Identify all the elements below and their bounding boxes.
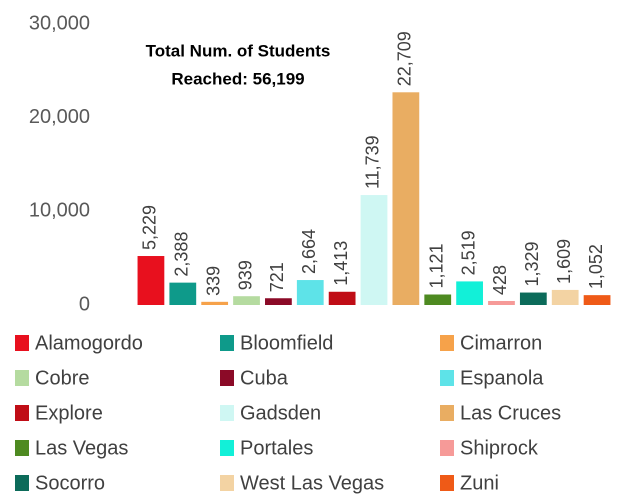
legend-swatch [440,405,454,421]
legend-label: Zuni [460,472,499,494]
legend-swatch [220,370,234,386]
annotation: Total Num. of Students [146,41,331,60]
legend-label: Gadsden [240,402,321,424]
value-label: 428 [490,265,510,295]
value-label: 2,519 [458,230,478,275]
legend-swatch [440,475,454,491]
value-label: 22,709 [395,31,415,86]
bar [137,256,165,305]
legend-swatch [440,440,454,456]
legend-label: Alamogordo [35,332,143,354]
legend-swatch [15,475,29,491]
legend-label: Cuba [240,367,289,389]
legend-swatch [220,335,234,351]
bar [169,282,197,305]
legend-swatch [220,440,234,456]
value-label: 2,664 [299,229,319,274]
y-tick-label: 20,000 [29,106,90,128]
value-label: 939 [235,260,255,290]
bar [456,281,483,305]
value-label: 1,052 [586,244,606,289]
value-label: 2,388 [172,232,192,277]
bar [392,92,420,306]
legend-swatch [15,335,29,351]
bar [488,300,515,305]
legend-swatch [440,335,454,351]
y-tick-label: 30,000 [29,12,90,34]
y-tick-label: 10,000 [29,200,90,222]
legend-label: Las Cruces [460,402,561,424]
legend-label: Shiprock [460,437,539,459]
legend-label: Portales [240,437,313,459]
legend-label: Bloomfield [240,332,333,354]
legend-swatch [440,370,454,386]
y-tick-label: 0 [79,293,90,315]
annotation: Reached: 56,199 [171,69,304,88]
legend-label: Socorro [35,472,105,494]
value-label: 11,739 [363,135,383,189]
legend-swatch [15,440,29,456]
legend-label: Cobre [35,367,89,389]
value-label: 721 [267,262,287,292]
bar [519,292,547,305]
legend-label: Las Vegas [35,437,128,459]
value-label: 1,413 [331,241,351,286]
bar [360,195,388,305]
legend-label: Explore [35,402,103,424]
bar [265,298,292,305]
value-label: 5,229 [140,205,160,250]
bar [233,296,260,305]
bar [328,291,356,305]
value-label: 1,121 [426,243,446,288]
bar [424,294,452,305]
legend-swatch [15,405,29,421]
legend-label: West Las Vegas [240,472,384,494]
value-label: 1,609 [554,239,574,284]
bar [583,295,611,305]
value-label: 1,329 [522,242,542,287]
legend-label: Espanola [460,367,544,389]
bar [296,280,324,305]
bar [201,301,229,305]
legend-label: Cimarron [460,332,542,354]
value-label: 339 [203,266,223,296]
bar [551,289,579,305]
legend-swatch [220,405,234,421]
legend-swatch [15,370,29,386]
legend-swatch [220,475,234,491]
